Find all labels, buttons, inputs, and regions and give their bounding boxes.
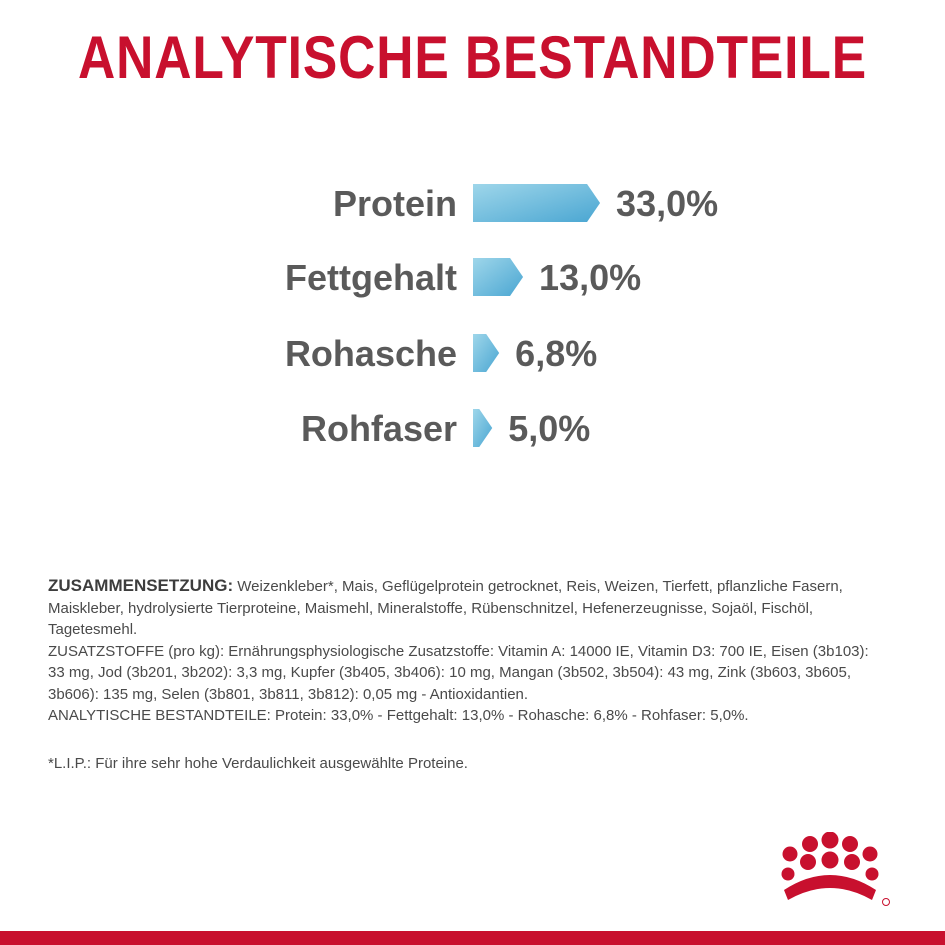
bar-rohasche (473, 334, 500, 372)
bottom-bar (0, 931, 945, 945)
value-label: 6,8% (515, 333, 597, 374)
bar-fettgehalt (473, 258, 524, 296)
ingredients-text: Weizenkleber*, Mais, Geflügelprotein get… (48, 578, 843, 638)
page-title: ANALYTISCHE BESTANDTEILE (78, 24, 867, 91)
analysis-text: ANALYTISCHE BESTANDTEILE: Protein: 33,0%… (48, 707, 749, 724)
nutrient-bar-chart: Protein 33,0% Fettgehalt 13,0% Rohasche 6,8% R… (285, 183, 718, 449)
value-label: 13,0% (539, 257, 641, 298)
category-label: Rohfaser (301, 408, 457, 449)
crown-icon (781, 832, 890, 906)
category-label: Rohasche (285, 333, 457, 374)
footnote: *L.I.P.: Für ihre sehr hohe Verdaulichke… (48, 755, 468, 772)
category-label: Protein (333, 183, 457, 224)
value-label: 33,0% (616, 183, 718, 224)
additives-text: ZUSATZSTOFFE (pro kg): Ernährungsphysiol… (48, 642, 869, 703)
bar-rohfaser (473, 409, 493, 447)
bar-protein (473, 184, 601, 222)
value-label: 5,0% (508, 408, 590, 449)
composition-heading: ZUSAMMENSETZUNG: (48, 576, 234, 595)
category-label: Fettgehalt (285, 257, 457, 298)
composition-block: ZUSAMMENSETZUNG: Weizenkleber*, Mais, Ge… (48, 575, 878, 727)
